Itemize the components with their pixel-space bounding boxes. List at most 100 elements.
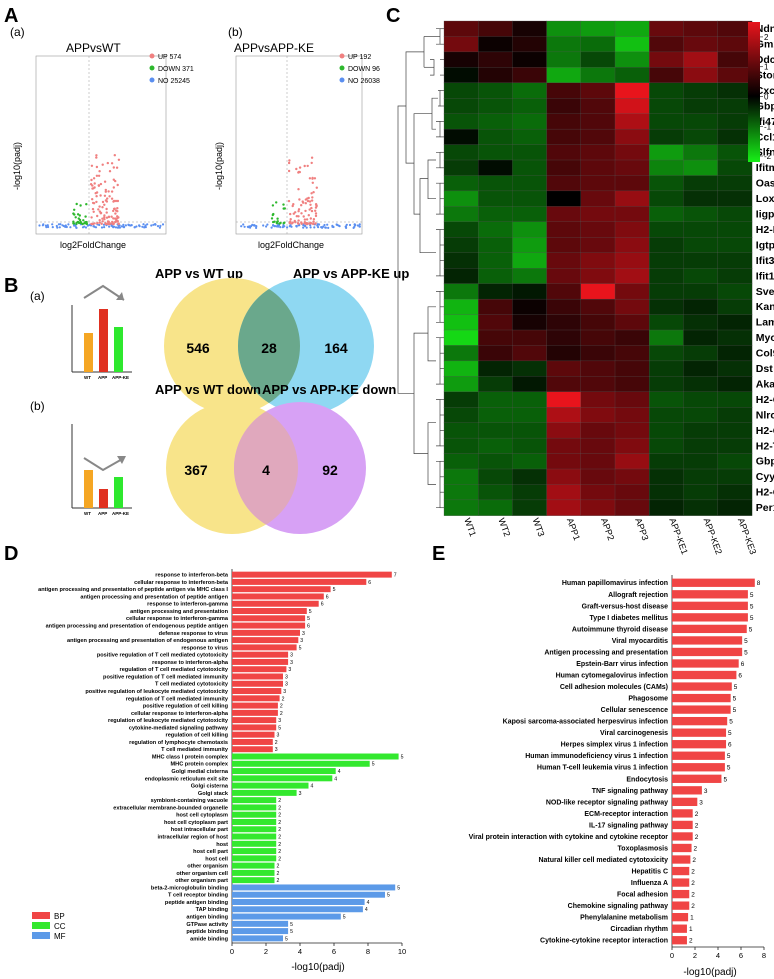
volcano-point-no <box>272 224 275 227</box>
heatmap-cell <box>649 499 684 516</box>
heatmap-cell <box>717 499 753 516</box>
heatmap-cell <box>717 453 753 470</box>
dendrogram-branch <box>427 422 436 485</box>
bar-value-label: 2 <box>282 696 285 702</box>
bar <box>672 705 731 714</box>
bar <box>232 644 297 651</box>
heatmap-cell <box>478 376 513 393</box>
heatmap-cell <box>478 36 513 53</box>
bar-value-label: 2 <box>695 834 699 841</box>
dendrogram-branch <box>436 121 441 138</box>
bar <box>232 709 278 716</box>
heatmap-cell <box>546 391 582 408</box>
heatmap-cell <box>478 268 513 285</box>
bar <box>232 899 365 905</box>
bar <box>672 647 743 657</box>
bar <box>672 693 731 703</box>
volcano-point-up <box>112 209 115 213</box>
heatmap-cell <box>717 98 753 115</box>
volcano-point-no <box>282 225 285 228</box>
heatmap-cell <box>512 499 548 516</box>
bar-value-label: 5 <box>290 929 293 935</box>
venn-up-left-count: 546 <box>186 340 210 356</box>
bar <box>232 884 396 891</box>
volcano-point-up <box>308 200 312 203</box>
volcano-point-up <box>107 190 110 193</box>
volcano-point-no <box>356 224 359 227</box>
bar <box>672 820 693 830</box>
heatmap-cell <box>478 175 513 192</box>
dendrogram-branch <box>419 178 436 254</box>
bar <box>232 593 324 600</box>
heatmap-cell <box>683 329 719 346</box>
heatmap-row-label: Ccl12 <box>756 131 774 143</box>
heatmap-cell <box>717 221 753 238</box>
heatmap-cell <box>546 20 582 37</box>
volcano-point-no <box>313 226 316 229</box>
heatmap-cell <box>478 468 513 485</box>
bar-icon-down: WT APP APP-KE <box>71 424 132 516</box>
volcano-point-no <box>120 225 123 228</box>
bar-value-label: 6 <box>738 672 742 679</box>
heatmap-cell <box>649 175 684 192</box>
volcano-point-up <box>112 166 116 169</box>
dendrogram-branch <box>413 332 428 454</box>
heatmap-cell <box>512 175 548 192</box>
bar-value-label: 4 <box>365 907 368 913</box>
bar-value-label: 2 <box>278 856 281 862</box>
panel-b-sub-b: (b) <box>30 399 45 413</box>
venn-down-title-right: APP vs APP-KE down <box>262 382 396 397</box>
volcano-point-no <box>240 225 243 228</box>
heatmap-cell <box>512 20 548 37</box>
volcano-1-legend-up: UP 574 <box>158 54 181 61</box>
bar-icon-up-label-appke: APP-KE <box>112 375 129 380</box>
volcano-point-no <box>138 225 141 228</box>
heatmap-cell <box>478 82 513 99</box>
bar-icon-down-appke <box>114 477 123 508</box>
bar <box>232 928 289 935</box>
volcano-point-up <box>307 196 310 200</box>
volcano-point-up <box>101 200 105 204</box>
volcano-2-points <box>240 156 361 229</box>
heatmap-cell <box>614 437 650 455</box>
bar <box>232 869 275 876</box>
bar <box>232 935 283 942</box>
panel-a-sub-a: (a) <box>10 25 25 39</box>
volcano-point-no <box>303 224 307 227</box>
heatmap-cell <box>512 237 548 254</box>
volcano-point-up <box>101 206 104 209</box>
heatmap-cell <box>649 113 684 130</box>
heatmap-cell <box>443 221 479 238</box>
d-xlabel: -log10(padj) <box>291 962 344 973</box>
bar-category-label: ECM-receptor interaction <box>584 811 668 818</box>
volcano-point-up <box>106 220 110 223</box>
volcano-point-up <box>97 208 100 211</box>
heatmap-cell <box>512 360 548 377</box>
volcano-point-up <box>104 199 108 202</box>
heatmap-cell <box>512 453 548 470</box>
bar-category-label: T cell mediated immunity <box>161 747 229 753</box>
bar-value-label: 5 <box>343 915 346 921</box>
volcano-point-up <box>304 202 307 205</box>
heatmap-cell <box>580 437 616 455</box>
bar <box>672 843 692 853</box>
bar-category-label: Graft-versus-host disease <box>582 603 668 610</box>
heatmap-cell <box>580 221 616 238</box>
heatmap-row-label: Oasl2 <box>756 178 774 190</box>
x-tick-label: 6 <box>332 947 336 956</box>
volcano-point-no <box>159 224 162 227</box>
heatmap-cell <box>512 36 548 53</box>
volcano-point-no <box>243 225 246 228</box>
volcano-point-no <box>83 225 86 228</box>
heatmap-column-label: WT2 <box>496 517 512 538</box>
heatmap-cell <box>683 67 719 84</box>
heatmap-cell <box>443 376 479 393</box>
bar <box>232 855 277 862</box>
volcano-2-legend: UP 192 DOWN 96 NO 26038 <box>339 53 380 85</box>
bar <box>672 774 722 783</box>
volcano-point-down <box>283 207 286 210</box>
heatmap-cell <box>614 407 650 424</box>
heatmap-cell <box>683 345 719 362</box>
bar-category-label: peptide binding <box>186 929 228 935</box>
heatmap-cell <box>614 268 650 285</box>
